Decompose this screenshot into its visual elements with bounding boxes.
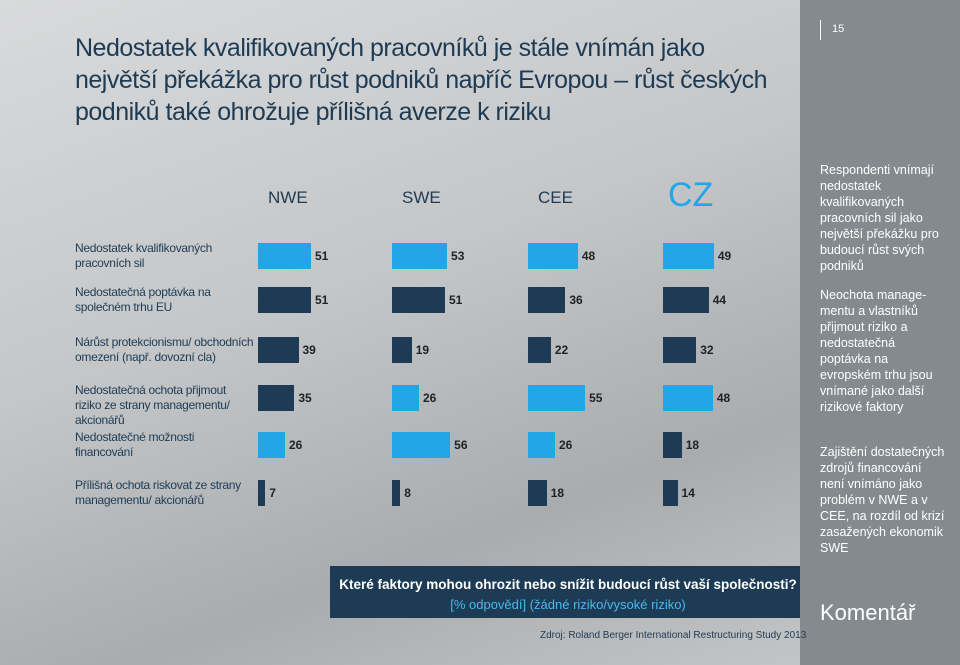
bar — [258, 337, 299, 363]
series-header: CEE — [538, 188, 573, 207]
question: Které faktory mohou ohrozit nebo snížit … — [339, 577, 797, 592]
value-label: 39 — [302, 343, 316, 357]
bar — [392, 432, 451, 458]
bar — [258, 480, 266, 506]
value-label: 19 — [415, 343, 430, 357]
bar — [392, 243, 448, 269]
value-label: 48 — [581, 249, 596, 263]
value-label: 56 — [454, 438, 468, 452]
comment: Neochota manage-mentu a vlastníků přijmo… — [820, 288, 933, 414]
value-label: 14 — [681, 486, 695, 500]
page-number: 15 — [832, 23, 845, 35]
value-label: 22 — [554, 343, 569, 357]
value-label: 36 — [569, 293, 583, 307]
value-label: 51 — [314, 249, 329, 263]
bar — [663, 480, 678, 506]
bar — [258, 287, 311, 313]
value-label: 51 — [314, 293, 329, 307]
series-header: CZ — [668, 176, 714, 214]
category-label: Nedostatečná ochota přijmout riziko ze s… — [75, 383, 230, 427]
bar — [528, 432, 555, 458]
bar — [258, 432, 285, 458]
source: Zdroj: Roland Berger International Restr… — [540, 630, 807, 641]
value-label: 26 — [559, 438, 573, 452]
series-header: SWE — [402, 188, 441, 207]
value-label: 53 — [451, 249, 465, 263]
category-label: Nedostatečná poptávka na společném trhu … — [75, 285, 211, 314]
value-label: 32 — [700, 343, 714, 357]
bar — [663, 432, 682, 458]
value-label: 51 — [448, 293, 463, 307]
chart: Nedostatek kvalifikovaných pracovních si… — [75, 176, 732, 507]
bar — [392, 337, 412, 363]
bar — [392, 480, 401, 506]
title: Nedostatek kvalifikovaných pracovníků je… — [75, 34, 767, 126]
bar — [663, 287, 709, 313]
value-label: 48 — [716, 391, 731, 405]
bar — [528, 243, 578, 269]
divider — [820, 20, 821, 40]
bar — [528, 385, 586, 411]
value-label: 55 — [589, 391, 603, 405]
question-note: [% odpovědí] (žádné riziko/vysoké riziko… — [450, 597, 686, 612]
bar — [258, 243, 311, 269]
value-label: 49 — [717, 249, 732, 263]
bar — [528, 337, 551, 363]
bar — [663, 243, 714, 269]
value-label: 8 — [404, 486, 411, 500]
value-label: 35 — [298, 391, 312, 405]
category-label: Nárůst protekcionismu/ obchodních omezen… — [75, 335, 254, 364]
comment-heading: Komentář — [820, 600, 916, 625]
category-label: Přílišná ochota riskovat ze strany manag… — [75, 478, 241, 507]
value-label: 44 — [712, 293, 727, 307]
value-label: 7 — [269, 486, 276, 500]
value-label: 18 — [550, 486, 565, 500]
value-label: 26 — [423, 391, 437, 405]
value-label: 26 — [289, 438, 303, 452]
bar — [392, 385, 419, 411]
bar — [663, 337, 697, 363]
comment-panel — [800, 0, 960, 665]
bar — [528, 287, 566, 313]
series-header: NWE — [268, 188, 308, 207]
bar — [392, 287, 445, 313]
bar — [258, 385, 295, 411]
bar — [663, 385, 713, 411]
comment: Respondenti vnímají nedostatek kvalifiko… — [820, 163, 939, 273]
category-label: Nedostatek kvalifikovaných pracovních si… — [75, 241, 212, 270]
category-label: Nedostatečné možnosti financování — [75, 430, 195, 459]
question-band — [330, 566, 800, 618]
bar — [528, 480, 547, 506]
value-label: 18 — [685, 438, 700, 452]
comment: Zajištění dostatečných zdrojů financován… — [820, 445, 945, 555]
